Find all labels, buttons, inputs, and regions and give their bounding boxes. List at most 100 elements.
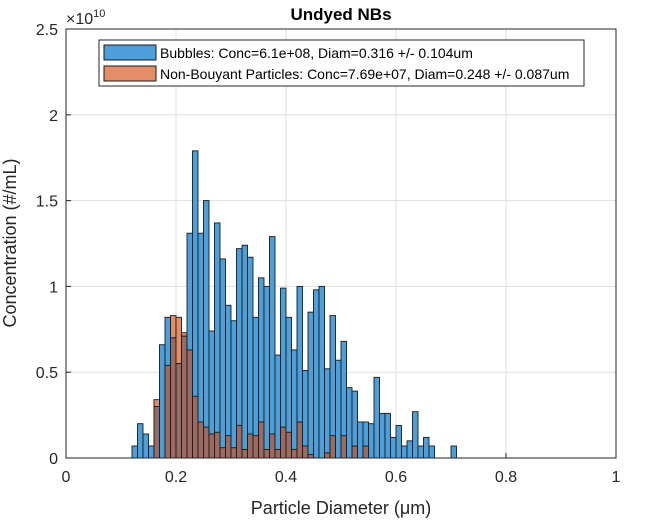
overlap-bar bbox=[203, 426, 210, 459]
legend-box bbox=[98, 39, 585, 87]
y-tick-label: 2 bbox=[49, 108, 58, 125]
bubbles-bar bbox=[131, 445, 138, 459]
bubbles-bar bbox=[307, 311, 314, 459]
bubbles-bar bbox=[230, 320, 237, 459]
overlap-bar bbox=[258, 421, 265, 459]
bubbles-bar bbox=[137, 423, 144, 459]
non-buoyant-bar bbox=[175, 316, 182, 365]
bubbles-bar bbox=[368, 423, 375, 459]
x-tick-label: 0.4 bbox=[275, 469, 297, 486]
overlap-bar bbox=[329, 435, 336, 459]
overlap-bar bbox=[362, 445, 369, 459]
overlap-bar bbox=[175, 363, 182, 459]
bubbles-bar bbox=[241, 244, 248, 459]
overlap-bar bbox=[236, 424, 243, 459]
overlap-bar bbox=[197, 421, 204, 459]
legend-label-non-buoyant: Non-Bouyant Particles: Conc=7.69e+07, Di… bbox=[160, 66, 569, 82]
overlap-bar bbox=[340, 435, 347, 459]
overlap-bar bbox=[269, 433, 276, 459]
legend-label-bubbles: Bubbles: Conc=6.1e+08, Diam=0.316 +/- 0.… bbox=[160, 45, 473, 61]
bubbles-bar bbox=[346, 387, 353, 459]
overlap-bar bbox=[153, 406, 160, 459]
bubbles-bar bbox=[335, 359, 342, 459]
overlap-bar bbox=[230, 447, 237, 459]
bubbles-bar bbox=[142, 433, 149, 459]
overlap-bar bbox=[351, 445, 358, 459]
bubbles-bar bbox=[247, 256, 254, 459]
non-buoyant-bar bbox=[153, 399, 160, 407]
overlap-bar bbox=[186, 349, 193, 459]
bubbles-bar bbox=[274, 354, 281, 459]
bubbles-bar bbox=[214, 222, 221, 459]
bubbles-bar bbox=[225, 304, 232, 459]
y-exponent-power: 10 bbox=[93, 8, 105, 20]
bubbles-bar bbox=[390, 436, 397, 459]
non-buoyant-bar bbox=[170, 315, 177, 339]
overlap-bar bbox=[219, 447, 226, 459]
bubbles-bar bbox=[203, 200, 210, 459]
y-exponent-label: ×1010 bbox=[66, 8, 105, 28]
x-tick-label: 0.6 bbox=[385, 469, 407, 486]
overlap-bar bbox=[241, 448, 248, 459]
overlap-bar bbox=[263, 448, 270, 459]
bubbles-bar bbox=[406, 440, 413, 459]
overlap-bar bbox=[214, 431, 221, 459]
bubbles-bar bbox=[159, 344, 166, 459]
y-tick-label: 0.5 bbox=[36, 365, 58, 382]
legend-swatch-non-buoyant bbox=[103, 65, 157, 82]
overlap-bar bbox=[274, 448, 281, 459]
bubbles-bar bbox=[263, 285, 270, 459]
overlap-bar bbox=[280, 426, 287, 459]
bubbles-bar bbox=[324, 368, 331, 459]
overlap-bar bbox=[324, 452, 331, 459]
bubbles-bar bbox=[373, 376, 380, 459]
non-buoyant-bar bbox=[181, 332, 188, 337]
bars-layer bbox=[131, 150, 457, 459]
bubbles-bar bbox=[401, 445, 408, 459]
bubbles-bar bbox=[417, 445, 424, 459]
x-tick-label: 0 bbox=[62, 469, 71, 486]
bubbles-bar bbox=[379, 412, 386, 459]
bubbles-bar bbox=[395, 424, 402, 459]
x-tick-label: 0.8 bbox=[495, 469, 517, 486]
grid-lines bbox=[66, 29, 616, 458]
y-tick-label: 1.5 bbox=[36, 194, 58, 211]
y-exponent-base: ×10 bbox=[66, 11, 93, 28]
axes-box bbox=[65, 28, 617, 459]
y-tick-label: 1 bbox=[49, 279, 58, 296]
bubbles-bar bbox=[219, 258, 226, 459]
legend-swatch-bubbles bbox=[103, 44, 157, 61]
x-tick-label: 1 bbox=[612, 469, 621, 486]
bubbles-bar bbox=[148, 445, 155, 459]
bubbles-bar bbox=[384, 412, 391, 459]
overlap-bar bbox=[192, 395, 199, 459]
overlap-bar bbox=[170, 337, 177, 459]
overlap-bar bbox=[252, 435, 259, 459]
overlap-bar bbox=[302, 445, 309, 459]
bubbles-bar bbox=[423, 436, 430, 459]
y-tick-label: 2.5 bbox=[36, 22, 58, 39]
x-tick-label: 0.2 bbox=[165, 469, 187, 486]
overlap-bar bbox=[296, 421, 303, 459]
bubbles-bar bbox=[412, 411, 419, 459]
bubbles-bar bbox=[291, 349, 298, 459]
overlap-bar bbox=[225, 435, 232, 459]
legend: Bubbles: Conc=6.1e+08, Diam=0.316 +/- 0.… bbox=[98, 39, 585, 87]
chart-title: Undyed NBs bbox=[290, 5, 391, 24]
ticks-layer: 0 0.2 0.4 0.6 0.8 1 0 0.5 1 1.5 2 2.5 bbox=[36, 22, 621, 486]
x-axis-label: Particle Diameter (μm) bbox=[251, 498, 431, 518]
overlap-bar bbox=[208, 433, 215, 459]
bubbles-bar bbox=[302, 370, 309, 459]
overlap-bar bbox=[307, 454, 314, 459]
y-tick-label: 0 bbox=[49, 451, 58, 468]
overlap-bar bbox=[247, 433, 254, 459]
overlap-bar bbox=[291, 448, 298, 459]
bubbles-bar bbox=[313, 289, 320, 459]
bubbles-bar bbox=[318, 285, 325, 459]
overlap-bar bbox=[181, 335, 188, 459]
bubbles-bar bbox=[450, 445, 457, 459]
overlap-bar bbox=[285, 431, 292, 459]
y-axis-label: Concentration (#/mL) bbox=[0, 158, 20, 327]
